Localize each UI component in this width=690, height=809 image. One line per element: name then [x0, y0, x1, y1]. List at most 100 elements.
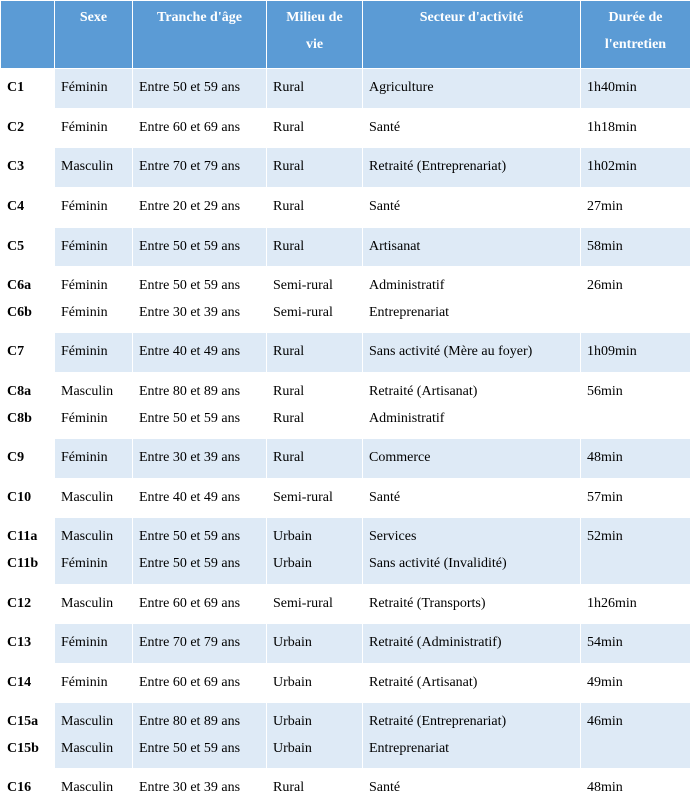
age-line: Entre 50 et 59 ans	[139, 736, 260, 763]
sexe-line: Masculin	[61, 485, 126, 512]
milieu-line: Urbain	[273, 709, 356, 736]
milieu: Semi-ruralSemi-rural	[267, 267, 363, 333]
age-line: Entre 50 et 59 ans	[139, 524, 260, 551]
milieu: Semi-rural	[267, 478, 363, 518]
sexe: MasculinFéminin	[55, 372, 133, 438]
milieu-line: Semi-rural	[273, 485, 356, 512]
table-row: C3MasculinEntre 70 et 79 ansRuralRetrait…	[1, 148, 690, 188]
id: C3	[1, 148, 55, 188]
id-line: C8b	[7, 406, 48, 433]
col-id	[1, 1, 55, 69]
milieu-line: Rural	[273, 154, 356, 181]
secteur: Commerce	[363, 439, 581, 479]
table-row: C11aC11bMasculinFémininEntre 50 et 59 an…	[1, 518, 690, 584]
secteur-line: Santé	[369, 115, 574, 142]
sexe: Féminin	[55, 108, 133, 148]
secteur-line: Retraité (Transports)	[369, 591, 574, 618]
col-duree-line2: l'entretien	[587, 32, 684, 59]
milieu-line: Rural	[273, 379, 356, 406]
sexe-line: Féminin	[61, 630, 126, 657]
milieu-line: Urbain	[273, 736, 356, 763]
secteur: Santé	[363, 478, 581, 518]
sexe-line: Masculin	[61, 154, 126, 181]
age: Entre 60 et 69 ans	[133, 663, 267, 703]
duree: 48min	[581, 439, 690, 479]
duree: 52min	[581, 518, 690, 584]
milieu-line: Urbain	[273, 551, 356, 578]
sexe: Féminin	[55, 663, 133, 703]
table-row: C6aC6bFémininFémininEntre 50 et 59 ansEn…	[1, 267, 690, 333]
sexe-line: Masculin	[61, 736, 126, 763]
id: C16	[1, 769, 55, 809]
milieu-line: Rural	[273, 339, 356, 366]
id-line: C14	[7, 670, 48, 697]
milieu-line: Semi-rural	[273, 273, 356, 300]
table-row: C12MasculinEntre 60 et 69 ansSemi-ruralR…	[1, 584, 690, 624]
duree: 49min	[581, 663, 690, 703]
secteur-line: Administratif	[369, 273, 574, 300]
id-line: C2	[7, 115, 48, 142]
table-row: C5FémininEntre 50 et 59 ansRuralArtisana…	[1, 227, 690, 267]
table-row: C13 Féminin Entre 70 et 79 ans UrbainRetrai…	[1, 624, 690, 664]
sexe: Féminin	[55, 439, 133, 479]
milieu: Rural	[267, 69, 363, 109]
duree: 54min	[581, 624, 690, 664]
sexe: MasculinFéminin	[55, 518, 133, 584]
duree: 27min	[581, 187, 690, 227]
duree: 1h18min	[581, 108, 690, 148]
sexe-line: Féminin	[61, 670, 126, 697]
milieu: Rural	[267, 439, 363, 479]
id: C7	[1, 333, 55, 373]
duree: 58min	[581, 227, 690, 267]
sexe: Féminin	[55, 333, 133, 373]
age: Entre 30 et 39 ans	[133, 439, 267, 479]
age-line: Entre 70 et 79 ans	[139, 630, 260, 657]
age: Entre 30 et 39 ans	[133, 769, 267, 809]
duree: 48min	[581, 769, 690, 809]
milieu: Urbain	[267, 624, 363, 664]
secteur: Retraité (Entreprenariat)Entreprenariat	[363, 703, 581, 769]
id-line: C15b	[7, 736, 48, 763]
duree: 1h02min	[581, 148, 690, 188]
sexe: MasculinMasculin	[55, 703, 133, 769]
table-row: C1FémininEntre 50 et 59 ansRuralAgricult…	[1, 69, 690, 109]
id: C9	[1, 439, 55, 479]
age: Entre 50 et 59 ansEntre 50 et 59 ans	[133, 518, 267, 584]
milieu-line: Rural	[273, 115, 356, 142]
age-line: Entre 30 et 39 ans	[139, 445, 260, 472]
id: C15aC15b	[1, 703, 55, 769]
sexe: Féminin	[55, 227, 133, 267]
id: C14	[1, 663, 55, 703]
id: C1	[1, 69, 55, 109]
table-row: C7FémininEntre 40 et 49 ansRuralSans act…	[1, 333, 690, 373]
sexe: Féminin	[55, 624, 133, 664]
col-milieu-line1: Milieu de	[273, 5, 356, 32]
milieu-line: Rural	[273, 234, 356, 261]
milieu: UrbainUrbain	[267, 703, 363, 769]
secteur: AdministratifEntreprenariat	[363, 267, 581, 333]
id-line: C16	[7, 775, 48, 802]
table-row: C16MasculinEntre 30 et 39 ansRuralSanté4…	[1, 769, 690, 809]
id-line: C1	[7, 75, 48, 102]
id-line: C13	[7, 630, 48, 657]
secteur-line: Retraité (Administratif)	[369, 630, 574, 657]
milieu: Rural	[267, 108, 363, 148]
col-duree: Durée de l'entretien	[581, 1, 690, 69]
duree: 46min	[581, 703, 690, 769]
sexe-line: Masculin	[61, 379, 126, 406]
secteur: Sans activité (Mère au foyer)	[363, 333, 581, 373]
age-line: Entre 40 et 49 ans	[139, 485, 260, 512]
sexe-line: Féminin	[61, 339, 126, 366]
id: C8aC8b	[1, 372, 55, 438]
duree: 1h40min	[581, 69, 690, 109]
age-line: Entre 60 et 69 ans	[139, 115, 260, 142]
sexe-line: Masculin	[61, 709, 126, 736]
age: Entre 80 et 89 ansEntre 50 et 59 ans	[133, 703, 267, 769]
age-line: Entre 70 et 79 ans	[139, 154, 260, 181]
age: Entre 70 et 79 ans	[133, 624, 267, 664]
sexe-line: Féminin	[61, 194, 126, 221]
sexe-line: Féminin	[61, 115, 126, 142]
col-duree-line1: Durée de	[587, 5, 684, 32]
sexe: Masculin	[55, 584, 133, 624]
duree: 1h09min	[581, 333, 690, 373]
